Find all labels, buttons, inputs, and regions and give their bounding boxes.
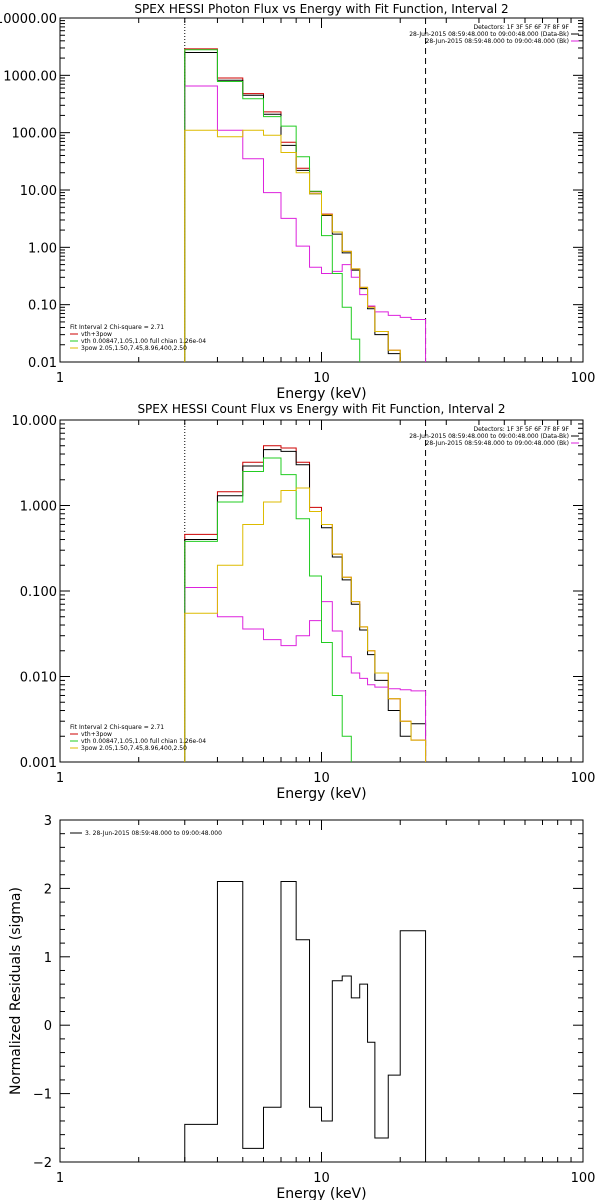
legend-top-left-text: 3. 28-Jun-2015 08:59:48.000 to 09:00:48.… xyxy=(85,830,222,837)
y-tick-label: 2 xyxy=(44,882,52,897)
series-2-line xyxy=(184,85,427,362)
y-tick-label: −2 xyxy=(33,1156,52,1171)
x-tick-label: 10 xyxy=(313,371,330,386)
panel-1: SPEX HESSI Photon Flux vs Energy with Fi… xyxy=(0,2,596,402)
series-4-line xyxy=(184,129,401,362)
y-tick-label: −1 xyxy=(33,1088,52,1103)
x-tick-label: 1 xyxy=(56,1171,64,1186)
legend-top-right-text: 28-Jun-2015 08:59:48.000 to 09:00:48.000… xyxy=(426,38,569,45)
series-0-line xyxy=(184,881,427,1162)
legend-top-right-text: 28-Jun-2015 08:59:48.000 to 09:00:48.000… xyxy=(409,31,569,38)
plot-frame xyxy=(59,17,584,363)
y-tick-label: 0.001 xyxy=(20,756,57,771)
y-tick-label: 1 xyxy=(44,951,52,966)
x-tick-label: 10 xyxy=(313,771,330,786)
x-axis-label: Energy (keV) xyxy=(276,786,366,802)
y-tick-label: 10.00 xyxy=(20,184,57,199)
legend-top-right-text: 28-Jun-2015 08:59:48.000 to 09:00:48.000… xyxy=(426,440,569,447)
legend-bottom-left-text: vth+3pow xyxy=(81,331,112,338)
y-tick-label: 1.00 xyxy=(28,241,57,256)
legend-bottom-left-text: Fit Interval 2 Chi-square = 2.71 xyxy=(70,724,164,731)
series-4-line xyxy=(184,487,427,762)
panel-3: 1 10 100 Energy (keV) −2 −1 0 1 2 3 Normalized Res… xyxy=(8,814,595,1200)
x-tick-label: 10 xyxy=(313,1171,330,1186)
series-0-line xyxy=(184,445,427,762)
legend-top-right-text: Detectors: 1F 3F 5F 6F 7F 8F 9F xyxy=(473,24,569,31)
y-tick-label: 1000.00 xyxy=(3,69,57,84)
y-tick-label: 10000.00 xyxy=(0,12,57,27)
y-tick-label: 0.10 xyxy=(28,299,57,314)
panel-2: SPEX HESSI Count Flux vs Energy with Fit… xyxy=(12,402,596,802)
x-tick-label: 1 xyxy=(56,371,64,386)
y-tick-label: 10.000 xyxy=(12,414,58,429)
series-1-line xyxy=(184,52,401,362)
legend-top-right-text: 28-Jun-2015 08:59:48.000 to 09:00:48.000… xyxy=(409,433,569,440)
y-axis-label: Normalized Residuals (sigma) xyxy=(8,887,24,1095)
series-3-line xyxy=(184,457,352,762)
series-1-line xyxy=(184,449,427,762)
series-0-line xyxy=(184,48,401,362)
y-tick-label: 1.000 xyxy=(20,500,57,515)
legend-bottom-left-text: Fit Interval 2 Chi-square = 2.71 xyxy=(70,324,164,331)
x-tick-label: 100 xyxy=(571,771,596,786)
y-tick-label: 0.100 xyxy=(20,585,57,600)
chart-title: SPEX HESSI Count Flux vs Energy with Fit… xyxy=(137,402,505,416)
legend-bottom-left-text: 3pow 2.05,1.50,7.45,8.96,400,2.50 xyxy=(81,745,187,752)
x-tick-label: 100 xyxy=(571,1171,596,1186)
legend-bottom-left-text: vth+3pow xyxy=(81,731,112,738)
chart-title: SPEX HESSI Photon Flux vs Energy with Fi… xyxy=(134,2,508,16)
y-tick-label: 0.010 xyxy=(20,671,57,686)
series-3-line xyxy=(184,49,361,362)
legend-bottom-left-text: 3pow 2.05,1.50,7.45,8.96,400,2.50 xyxy=(81,345,187,352)
legend-bottom-left-text: vth 0.00847,1.05,1.00 full chian 1.26e-0… xyxy=(81,738,206,745)
legend-bottom-left-text: vth 0.00847,1.05,1.00 full chian 1.26e-0… xyxy=(81,338,206,345)
y-tick-label: 3 xyxy=(44,814,52,829)
x-axis-label: Energy (keV) xyxy=(276,386,366,402)
y-tick-label: 100.00 xyxy=(12,127,58,142)
series-2-line xyxy=(184,586,427,762)
y-tick-label: 0 xyxy=(44,1019,52,1034)
legend-top-right-text: Detectors: 1F 3F 5F 6F 7F 8F 9F xyxy=(473,426,569,433)
x-tick-label: 100 xyxy=(571,371,596,386)
x-tick-label: 1 xyxy=(56,771,64,786)
x-axis-label: Energy (keV) xyxy=(276,1186,366,1200)
y-tick-label: 0.01 xyxy=(28,356,57,371)
